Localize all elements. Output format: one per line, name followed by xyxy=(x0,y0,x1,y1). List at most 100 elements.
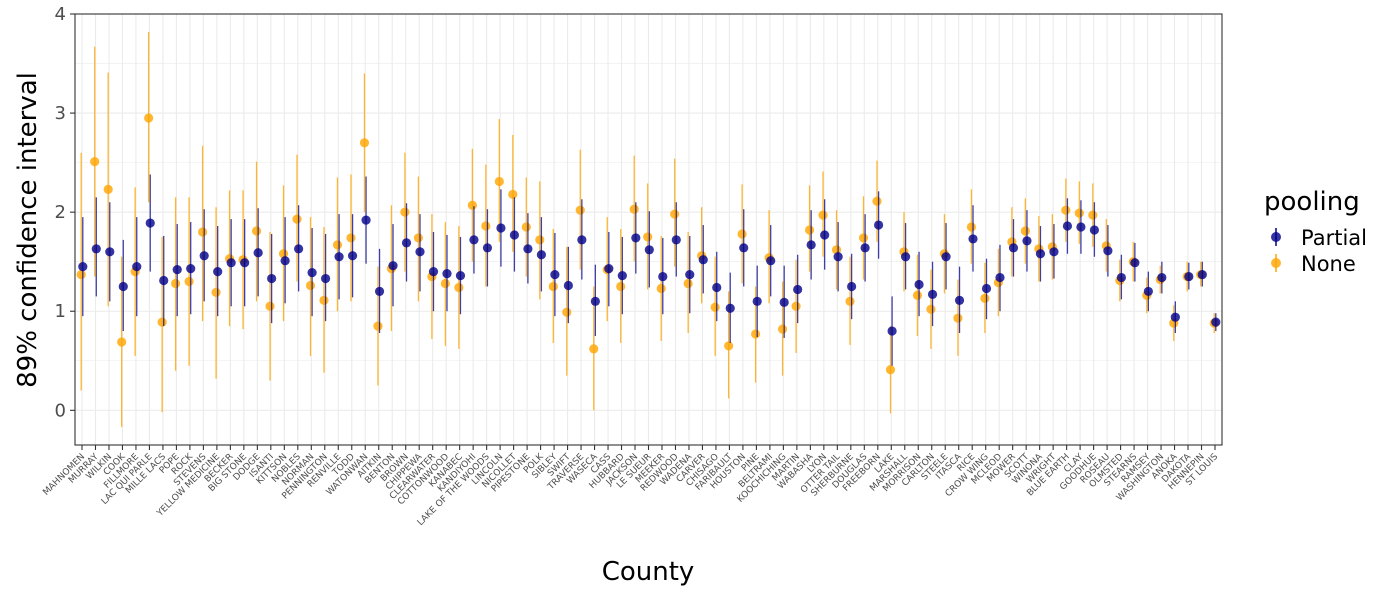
point-partial xyxy=(820,230,830,240)
point-partial xyxy=(900,252,911,262)
grid-layer xyxy=(75,13,1222,445)
point-partial xyxy=(442,268,452,279)
point-partial xyxy=(159,275,169,286)
point-partial xyxy=(914,279,924,290)
point-none xyxy=(926,304,936,314)
point-none xyxy=(332,240,343,250)
point-none xyxy=(751,329,761,339)
point-none xyxy=(804,225,815,235)
x-tick-marks xyxy=(81,445,1216,450)
point-none xyxy=(953,313,963,323)
point-none xyxy=(117,337,127,347)
point-partial xyxy=(577,235,587,245)
point-partial xyxy=(240,258,250,268)
point-partial xyxy=(604,264,614,274)
point-partial xyxy=(873,220,884,230)
point-none xyxy=(872,196,882,206)
point-none xyxy=(481,221,491,231)
point-none xyxy=(305,280,316,291)
point-none xyxy=(1020,226,1030,236)
point-none xyxy=(791,301,801,311)
point-partial xyxy=(1130,258,1140,268)
point-none xyxy=(346,233,356,243)
point-partial xyxy=(1170,312,1180,322)
point-partial xyxy=(118,281,128,292)
point-partial xyxy=(509,230,520,240)
series-layer xyxy=(76,31,1221,428)
legend-key-none-point xyxy=(1271,258,1281,268)
point-none xyxy=(319,295,329,305)
point-none xyxy=(373,321,383,331)
point-partial xyxy=(793,284,803,295)
series-partial xyxy=(78,174,1221,366)
point-partial xyxy=(563,280,573,291)
x-axis-title: County xyxy=(602,557,695,587)
point-partial xyxy=(347,251,358,261)
point-partial xyxy=(968,234,978,244)
point-partial xyxy=(455,270,466,281)
point-none xyxy=(562,307,572,317)
point-partial xyxy=(1143,286,1153,297)
point-partial xyxy=(226,258,236,268)
point-partial xyxy=(172,265,182,275)
point-none xyxy=(144,113,154,123)
point-none xyxy=(171,278,181,289)
point-partial xyxy=(847,281,857,292)
point-none xyxy=(467,200,477,210)
point-partial xyxy=(91,244,101,254)
point-partial xyxy=(415,247,425,257)
point-partial xyxy=(469,235,479,245)
point-partial xyxy=(685,269,695,280)
point-none xyxy=(184,276,194,287)
point-none xyxy=(494,176,504,187)
point-partial xyxy=(617,270,627,281)
point-partial xyxy=(401,238,412,248)
point-partial xyxy=(671,235,681,245)
legend-label-partial: Partial xyxy=(1301,226,1367,250)
legend: pooling Partial None xyxy=(1264,187,1367,276)
point-partial xyxy=(1184,271,1194,282)
point-none xyxy=(251,226,262,236)
point-none xyxy=(90,157,100,167)
point-partial xyxy=(482,243,493,253)
point-partial xyxy=(590,296,600,306)
point-partial xyxy=(1008,243,1019,253)
point-partial xyxy=(105,247,115,257)
point-partial xyxy=(766,256,776,266)
legend-label-none: None xyxy=(1301,252,1356,276)
point-none xyxy=(643,232,653,242)
point-none xyxy=(710,302,720,312)
point-none xyxy=(1088,210,1098,220)
point-partial xyxy=(186,264,196,274)
point-none xyxy=(454,282,464,293)
point-partial xyxy=(361,215,371,225)
point-partial xyxy=(981,283,992,294)
point-partial xyxy=(307,268,317,278)
point-none xyxy=(656,283,666,294)
legend-entry-none: None xyxy=(1271,252,1356,276)
point-none xyxy=(265,301,275,311)
point-partial xyxy=(1035,249,1046,259)
point-none xyxy=(548,281,558,292)
point-partial xyxy=(1197,269,1207,280)
point-partial xyxy=(806,240,816,250)
point-none xyxy=(521,222,531,232)
point-none xyxy=(629,204,639,214)
point-partial xyxy=(995,272,1005,283)
point-partial xyxy=(199,251,209,261)
point-partial xyxy=(1089,225,1100,235)
point-none xyxy=(980,293,990,303)
legend-entry-partial: Partial xyxy=(1271,226,1367,250)
point-none xyxy=(777,324,788,334)
point-partial xyxy=(78,262,88,272)
point-none xyxy=(724,341,734,351)
point-none xyxy=(670,209,680,219)
y-axis-ticks: 0 1 2 3 4 xyxy=(55,4,75,421)
point-partial xyxy=(752,296,762,306)
point-partial xyxy=(887,326,897,336)
point-none xyxy=(292,214,302,224)
point-none xyxy=(76,269,86,280)
point-partial xyxy=(712,282,722,293)
point-none xyxy=(885,365,896,375)
